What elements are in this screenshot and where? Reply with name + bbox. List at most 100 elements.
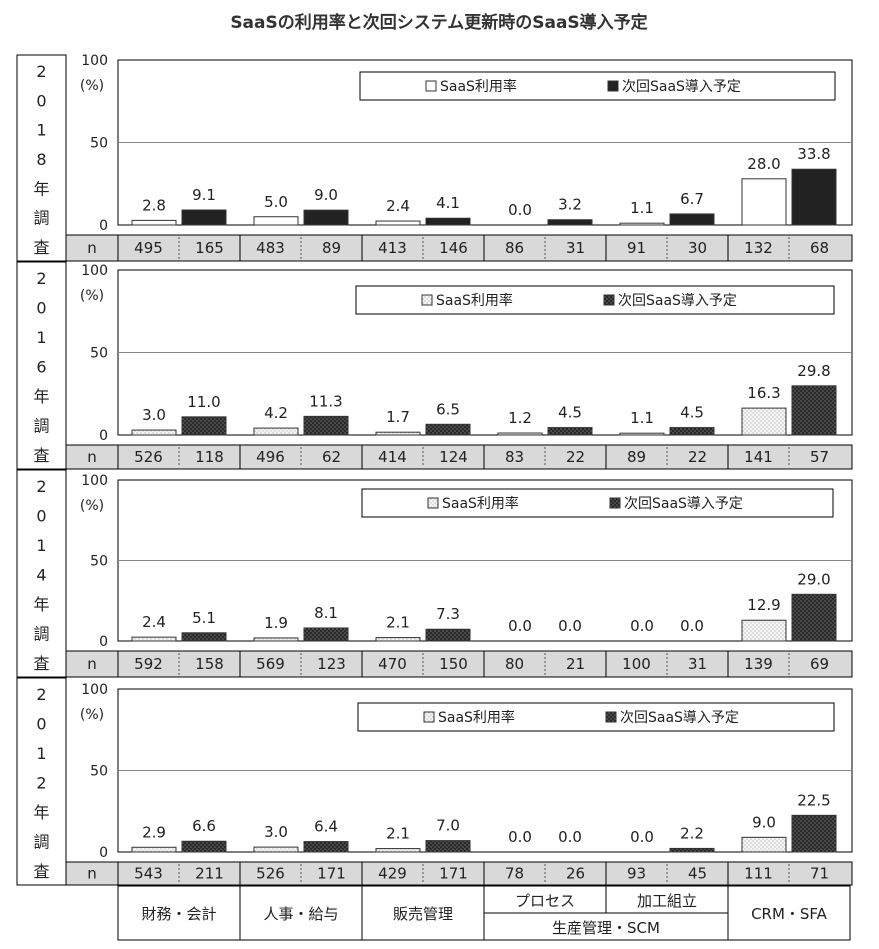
legend-swatch-saas bbox=[421, 294, 433, 306]
bar-plan bbox=[425, 217, 471, 226]
n-value-saas: 80 bbox=[505, 655, 524, 673]
bar-value-label: 8.1 bbox=[314, 604, 338, 622]
legend-swatch-plan bbox=[607, 80, 619, 92]
bar-value-label: 12.9 bbox=[747, 596, 780, 614]
n-value-plan: 171 bbox=[317, 865, 346, 883]
bar-value-label: 2.4 bbox=[386, 197, 410, 215]
panel-2: 2 0 1 4 年調査 0 50 100 (%) SaaS利用率 次回SaaS導入予定 2.4 5.1 1… bbox=[16, 469, 853, 678]
n-value-saas: 569 bbox=[256, 655, 285, 673]
bar-saas bbox=[741, 178, 787, 226]
bar-value-label: 2.2 bbox=[680, 824, 704, 842]
bar-plan bbox=[181, 209, 227, 226]
bar-plan bbox=[303, 415, 349, 436]
bar-value-label: 6.5 bbox=[436, 400, 460, 418]
n-row-bg bbox=[65, 650, 853, 678]
bar-saas bbox=[131, 429, 177, 436]
y-tick-label: 50 bbox=[90, 136, 108, 152]
n-value-saas: 526 bbox=[256, 865, 285, 883]
bar-value-label: 6.6 bbox=[192, 817, 216, 835]
n-value-saas: 141 bbox=[744, 448, 773, 466]
n-value-plan: 71 bbox=[810, 865, 829, 883]
y-tick-label: 50 bbox=[90, 346, 108, 362]
n-value-plan: 165 bbox=[195, 239, 224, 257]
bar-saas bbox=[131, 636, 177, 642]
bar-value-label: 29.0 bbox=[797, 570, 830, 588]
bar-value-label: 3.0 bbox=[142, 406, 166, 424]
bar-plan bbox=[425, 628, 471, 642]
n-value-plan: 211 bbox=[195, 865, 224, 883]
bar-value-label: 0.0 bbox=[558, 617, 582, 635]
n-value-plan: 22 bbox=[566, 448, 585, 466]
bar-plan bbox=[181, 632, 227, 642]
legend-label-plan: 次回SaaS導入予定 bbox=[618, 293, 737, 309]
legend-box bbox=[357, 702, 835, 732]
n-value-plan: 68 bbox=[810, 239, 829, 257]
bar-saas bbox=[253, 846, 299, 853]
bar-saas bbox=[497, 432, 543, 436]
legend-label-saas: SaaS利用率 bbox=[440, 78, 517, 95]
bar-value-label: 1.2 bbox=[508, 409, 532, 427]
panel-frame bbox=[16, 261, 67, 470]
category-label: 販売管理 bbox=[393, 905, 453, 923]
bar-value-label: 1.1 bbox=[630, 409, 654, 427]
bar-value-label: 2.4 bbox=[142, 613, 166, 631]
legend-label-saas: SaaS利用率 bbox=[436, 292, 513, 309]
category-label-group-scm: 生産管理・SCM bbox=[552, 919, 660, 937]
year-label: 2 0 1 6 年調査 bbox=[33, 269, 49, 465]
bar-saas bbox=[253, 427, 299, 436]
bar-value-label: 1.7 bbox=[386, 408, 410, 426]
n-value-plan: 123 bbox=[317, 655, 346, 673]
n-value-saas: 86 bbox=[505, 239, 524, 257]
y-unit-label: (%) bbox=[80, 498, 104, 514]
category-label-sub-process: プロセス bbox=[515, 892, 575, 910]
bar-value-label: 4.2 bbox=[264, 404, 288, 422]
legend: SaaS利用率 次回SaaS導入予定 bbox=[355, 285, 835, 315]
bar-saas bbox=[619, 222, 665, 226]
bar-value-label: 2.1 bbox=[386, 614, 410, 632]
bar-value-label: 28.0 bbox=[747, 155, 780, 173]
n-row: n 543 211 526 171 429 171 78 26 93 45 111 71 bbox=[65, 861, 853, 886]
bar-value-label: 0.0 bbox=[508, 828, 532, 846]
bar-plan bbox=[181, 840, 227, 853]
n-value-plan: 171 bbox=[439, 865, 468, 883]
panel-frame bbox=[16, 54, 67, 262]
n-value-saas: 139 bbox=[744, 655, 773, 673]
n-row: n 526 118 496 62 414 124 83 22 89 22 141 57 bbox=[65, 444, 853, 470]
panel-3: 2 0 1 2 年調査 0 50 100 (%) SaaS利用率 次回SaaS導入予定 2.9 6.6 3… bbox=[16, 677, 853, 886]
year-label: 2 0 1 4 年調査 bbox=[33, 477, 49, 673]
bar-value-label: 0.0 bbox=[508, 201, 532, 219]
n-value-saas: 93 bbox=[627, 865, 646, 883]
n-value-plan: 26 bbox=[566, 865, 585, 883]
bar-plan bbox=[425, 840, 471, 853]
bar-saas bbox=[375, 637, 421, 642]
category-label-sub-assembly: 加工組立 bbox=[637, 892, 697, 910]
y-tick-label: 100 bbox=[81, 53, 108, 69]
bar-saas bbox=[375, 220, 421, 226]
n-row: n 592 158 569 123 470 150 80 21 100 31 139 69 bbox=[65, 650, 853, 678]
bar-value-label: 2.9 bbox=[142, 823, 166, 841]
bar-value-label: 0.0 bbox=[558, 828, 582, 846]
y-tick-label: 0 bbox=[99, 634, 108, 650]
bar-value-label: 4.1 bbox=[436, 194, 460, 212]
bar-value-label: 0.0 bbox=[630, 617, 654, 635]
bar-value-label: 5.0 bbox=[264, 193, 288, 211]
n-value-plan: 57 bbox=[810, 448, 829, 466]
legend-swatch-plan bbox=[609, 497, 621, 509]
n-row-bg bbox=[65, 234, 853, 262]
y-tick-label: 0 bbox=[99, 845, 108, 861]
y-unit-label: (%) bbox=[80, 707, 104, 723]
n-value-plan: 45 bbox=[688, 865, 707, 883]
y-tick-label: 100 bbox=[81, 263, 108, 279]
n-value-saas: 429 bbox=[378, 865, 407, 883]
n-value-saas: 83 bbox=[505, 448, 524, 466]
bar-saas bbox=[741, 619, 787, 642]
bar-saas bbox=[375, 431, 421, 436]
bar-value-label: 7.0 bbox=[436, 817, 460, 835]
n-value-plan: 62 bbox=[322, 448, 341, 466]
bar-value-label: 11.3 bbox=[309, 392, 342, 410]
n-value-plan: 150 bbox=[439, 655, 468, 673]
bar-plan bbox=[791, 168, 837, 226]
y-unit-label: (%) bbox=[80, 288, 104, 304]
bar-value-label: 2.1 bbox=[386, 825, 410, 843]
